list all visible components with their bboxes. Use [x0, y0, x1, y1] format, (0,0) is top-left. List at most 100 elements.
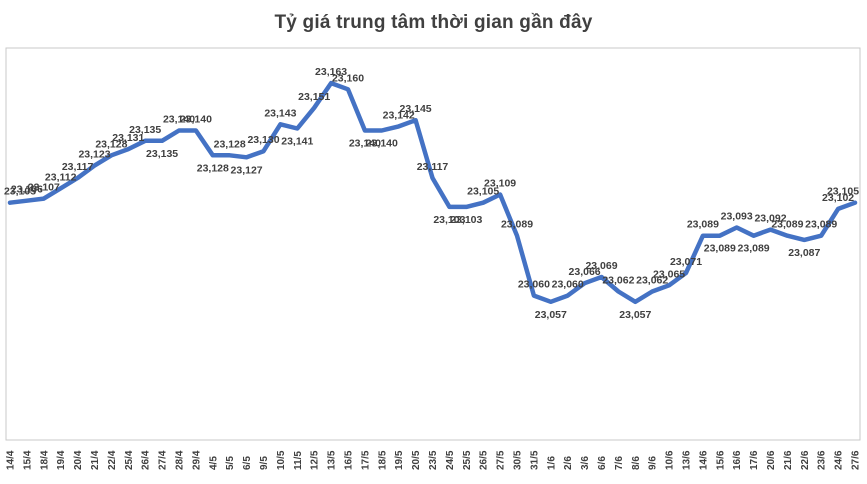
x-axis-label: 24/6: [834, 450, 845, 470]
x-axis-label: 9/6: [648, 456, 659, 470]
data-label: 23,089: [501, 219, 533, 231]
data-label: 23,089: [738, 243, 770, 255]
data-label: 23,140: [163, 114, 195, 126]
data-label: 23,093: [721, 211, 753, 223]
data-label: 23,062: [636, 275, 668, 287]
data-label: 23,092: [754, 213, 786, 225]
x-axis-label: 29/4: [191, 450, 202, 470]
data-label: 23,163: [315, 66, 347, 78]
x-axis-label: 19/4: [56, 450, 67, 470]
x-axis-label: 27/5: [496, 450, 507, 470]
data-label: 23,089: [704, 243, 736, 255]
data-label: 23,103: [450, 214, 482, 226]
chart-title: Tỷ giá trung tâm thời gian gần đây: [274, 12, 593, 33]
data-label: 23,062: [602, 275, 634, 287]
x-axis-label: 27/4: [158, 450, 169, 470]
data-label: 23,141: [281, 136, 313, 148]
x-axis-label: 9/5: [259, 456, 270, 470]
x-axis-label: 22/4: [107, 450, 118, 470]
data-label: 23,128: [197, 162, 229, 174]
x-axis-label: 26/4: [141, 450, 152, 470]
data-label: 23,107: [28, 182, 60, 194]
x-axis-label: 20/6: [766, 450, 777, 470]
x-axis-label: 27/6: [851, 450, 862, 470]
data-label: 23,135: [146, 148, 178, 160]
x-axis-label: 14/6: [698, 450, 709, 470]
data-label: 23,131: [112, 132, 144, 144]
x-axis-label: 6/5: [242, 456, 253, 470]
x-axis-label: 14/4: [6, 450, 17, 470]
x-axis-label: 18/4: [39, 450, 50, 470]
data-label: 23,143: [264, 107, 296, 119]
x-axis-label: 22/6: [800, 450, 811, 470]
x-axis-label: 21/6: [783, 450, 794, 470]
data-label: 23,105: [827, 186, 859, 198]
x-axis-label: 5/5: [225, 456, 236, 470]
x-axis-label: 28/4: [175, 450, 186, 470]
data-label: 23,065: [653, 268, 685, 280]
data-label: 23,140: [180, 114, 212, 126]
data-label: 23,057: [619, 309, 651, 321]
data-label: 23,160: [332, 72, 364, 84]
x-axis-label: 25/5: [462, 450, 473, 470]
data-label: 23,127: [231, 164, 263, 176]
data-label: 23,089: [771, 219, 803, 231]
data-label: 23,057: [535, 309, 567, 321]
x-axis-label: 24/5: [445, 450, 456, 470]
data-label: 23,103: [433, 214, 465, 226]
data-label: 23,089: [687, 219, 719, 231]
x-axis-label: 13/5: [327, 450, 338, 470]
data-label: 23,069: [585, 260, 617, 272]
x-axis-label: 20/4: [73, 450, 84, 470]
plot-area: [5, 47, 861, 441]
x-axis-label: 16/6: [732, 450, 743, 470]
data-label: 23,106: [11, 184, 43, 196]
data-label: 23,145: [400, 103, 432, 115]
x-axis-label: 15/4: [22, 450, 33, 470]
x-axis-label: 23/6: [817, 450, 828, 470]
data-label: 23,112: [45, 171, 77, 183]
x-axis-label: 1/6: [546, 456, 557, 470]
data-label: 23,060: [518, 279, 550, 291]
chart-canvas: 23,10523,10623,10723,11223,11723,12323,1…: [4, 47, 862, 470]
x-axis-label: 3/6: [580, 456, 591, 470]
data-label: 23,089: [805, 219, 837, 231]
x-axis-label: 23/5: [428, 450, 439, 470]
data-label: 23,109: [484, 178, 516, 190]
x-axis-label: 6/6: [597, 456, 608, 470]
data-label: 23,142: [383, 109, 415, 121]
data-label: 23,060: [552, 279, 584, 291]
x-axis-label: 2/6: [563, 456, 574, 470]
data-label: 23,105: [467, 186, 499, 198]
series-line: [7, 80, 858, 305]
x-axis-label: 10/6: [665, 450, 676, 470]
data-label: 23,151: [298, 91, 330, 103]
x-axis-label: 13/6: [682, 450, 693, 470]
x-axis-label: 4/5: [208, 456, 219, 470]
x-axis-label: 15/6: [715, 450, 726, 470]
data-label: 23,123: [78, 149, 110, 161]
data-label: 23,117: [417, 161, 449, 173]
x-axis-label: 17/5: [360, 450, 371, 470]
data-label: 23,140: [366, 138, 398, 150]
x-axis-label: 19/5: [394, 450, 405, 470]
x-axis-label: 26/5: [479, 450, 490, 470]
x-axis-label: 16/5: [344, 450, 355, 470]
x-axis-label: 17/6: [749, 450, 760, 470]
x-axis-label: 10/5: [276, 450, 287, 470]
data-label: 23,128: [95, 138, 127, 150]
data-label: 23,128: [214, 138, 246, 150]
x-axis-label: 25/4: [124, 450, 135, 470]
x-axis-label: 11/5: [293, 451, 304, 470]
data-label: 23,105: [4, 186, 36, 198]
x-axis-label: 21/4: [90, 450, 101, 470]
x-axis-label: 7/6: [614, 456, 625, 470]
x-axis-label: 20/5: [411, 450, 422, 470]
x-axis-label: 31/5: [529, 450, 540, 470]
x-axis-label: 18/5: [377, 450, 388, 470]
data-label: 23,102: [822, 192, 854, 204]
data-label: 23,117: [62, 161, 94, 173]
data-label: 23,071: [670, 256, 702, 268]
data-label: 23,140: [349, 138, 381, 150]
